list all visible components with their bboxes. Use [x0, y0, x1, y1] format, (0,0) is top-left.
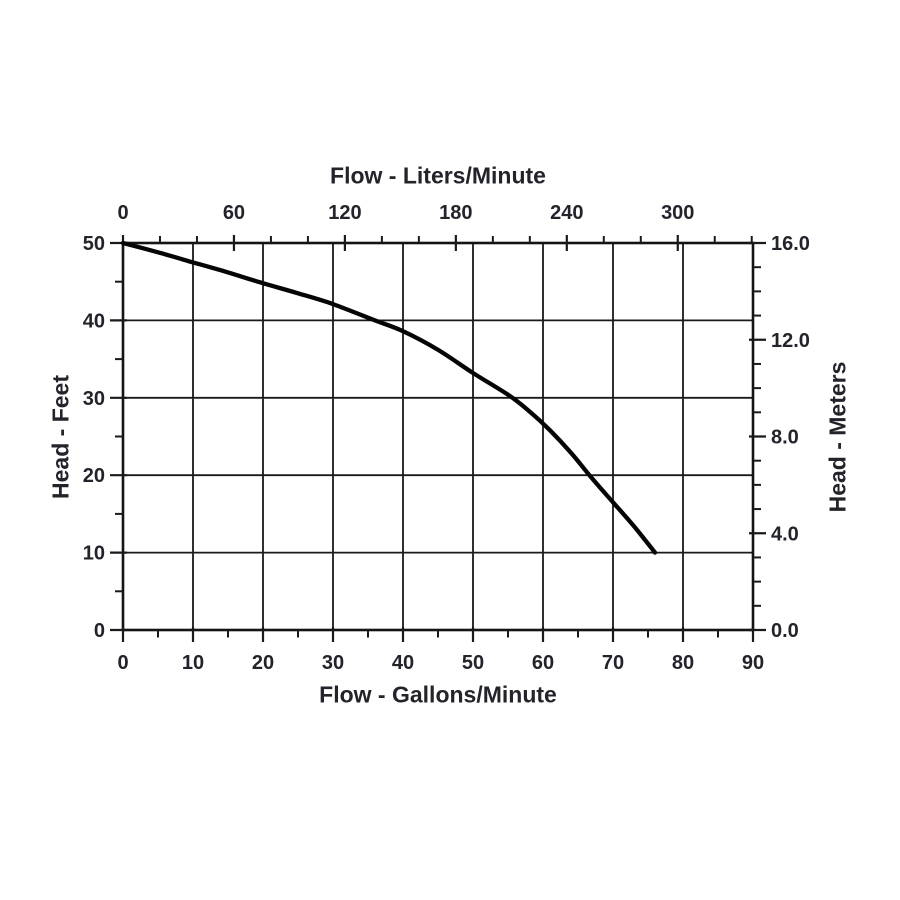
top-axis-title: Flow - Liters/Minute [330, 162, 546, 189]
left-axis-tick-label: 10 [83, 543, 105, 565]
left-axis-tick-label: 20 [83, 465, 105, 487]
right-axis-tick-label: 4.0 [771, 523, 799, 545]
right-axis-tick-label: 0.0 [771, 620, 799, 642]
right-axis-tick-label: 12.0 [771, 330, 810, 352]
bottom-axis-tick-label: 20 [252, 652, 274, 674]
left-axis-tick-label: 40 [83, 310, 105, 332]
bottom-axis-tick-label: 10 [182, 652, 204, 674]
bottom-axis-title: Flow - Gallons/Minute [319, 681, 557, 708]
top-axis-tick-label: 0 [117, 202, 128, 224]
bottom-axis-tick-label: 80 [672, 652, 694, 674]
pump-performance-curve [120, 240, 658, 555]
plot-border [121, 241, 755, 632]
bottom-axis-tick-label: 90 [742, 652, 764, 674]
right-axis-tick-label: 16.0 [771, 233, 810, 255]
top-axis-tick-label: 180 [439, 202, 472, 224]
right-axis-tick-label: 8.0 [771, 427, 799, 449]
bottom-axis-tick-label: 50 [462, 652, 484, 674]
bottom-axis-tick-label: 60 [532, 652, 554, 674]
top-axis-tick-label: 300 [661, 202, 694, 224]
top-axis-tick-label: 240 [550, 202, 583, 224]
bottom-axis-tick-label: 30 [322, 652, 344, 674]
top-axis-tick-label: 60 [223, 202, 245, 224]
bottom-axis-tick-label: 40 [392, 652, 414, 674]
bottom-axis-tick-label: 0 [117, 652, 128, 674]
top-axis-tick-label: 120 [328, 202, 361, 224]
left-axis-tick-label: 50 [83, 233, 105, 255]
left-axis-tick-label: 0 [94, 620, 105, 642]
left-axis-tick-label: 30 [83, 388, 105, 410]
bottom-axis-tick-label: 70 [602, 652, 624, 674]
